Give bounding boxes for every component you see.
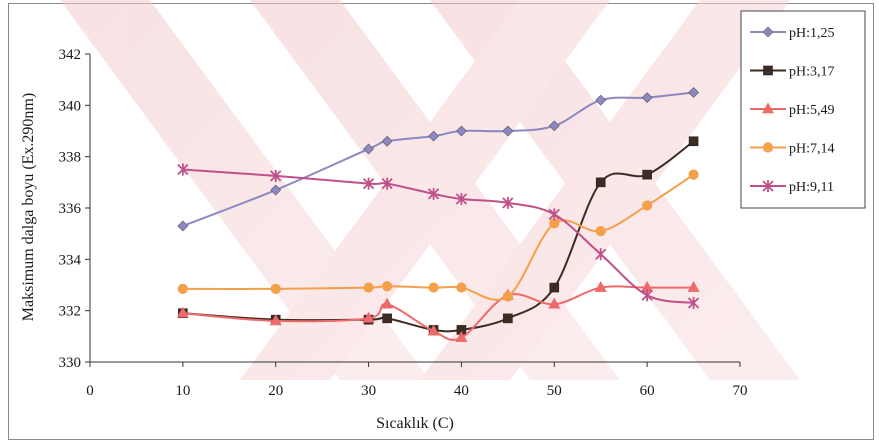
legend-label: pH:5,49: [789, 103, 835, 118]
legend: pH:1,25 pH:3,17 pH:5,49 pH:7,14 pH:9,11: [740, 10, 866, 209]
y-tick-label: 330: [59, 355, 82, 371]
y-tick-label: 334: [59, 252, 82, 268]
data-point: [270, 184, 282, 196]
legend-marker: [763, 65, 773, 76]
chart-axes: 330 332 334 336 338 340 342 0 10 20 30 40 50 60 70: [59, 47, 748, 399]
series-pH:1,25: [177, 87, 699, 232]
legend-item: pH:3,17: [750, 65, 835, 80]
legend-label: pH:1,25: [789, 26, 835, 41]
data-point: [363, 143, 374, 155]
data-point: [270, 283, 281, 294]
series-line: [182, 91, 694, 227]
data-point: [382, 313, 392, 324]
x-tick-label: 50: [547, 383, 562, 399]
series-pH:7,14: [177, 169, 699, 302]
data-point: [594, 280, 607, 292]
data-point: [269, 314, 282, 326]
x-tick-label: 20: [268, 383, 283, 399]
data-point: [176, 306, 189, 318]
x-tick-label: 70: [733, 383, 748, 399]
data-point: [687, 296, 700, 309]
data-point: [548, 208, 560, 221]
data-point: [455, 330, 468, 342]
data-point: [503, 313, 513, 324]
legend-label: pH:3,17: [789, 65, 835, 80]
x-tick-label: 40: [454, 383, 469, 399]
data-point: [455, 193, 468, 206]
y-tick-label: 338: [59, 150, 82, 166]
legend-box: [740, 10, 866, 209]
data-point: [642, 169, 652, 180]
data-point: [549, 282, 560, 293]
legend-marker: [761, 102, 775, 114]
data-point: [548, 297, 561, 309]
x-tick-label: 10: [175, 383, 190, 399]
legend-label: pH:7,14: [789, 142, 835, 157]
data-point: [688, 87, 699, 98]
legend-item: pH:5,49: [750, 102, 835, 118]
data-point: [595, 94, 607, 106]
legend-item: pH:9,11: [750, 180, 834, 195]
data-point: [427, 187, 440, 200]
data-point: [688, 136, 699, 147]
data-point: [381, 177, 393, 190]
data-point: [381, 297, 394, 309]
data-point: [502, 291, 513, 302]
y-tick-label: 340: [59, 98, 82, 114]
x-tick-label: 0: [86, 383, 94, 399]
data-point: [502, 125, 514, 137]
data-point: [642, 200, 653, 211]
series-pH:5,49: [176, 280, 700, 342]
x-tick-label: 30: [361, 383, 376, 399]
data-point: [687, 280, 700, 292]
data-point: [382, 281, 393, 292]
data-point: [177, 283, 188, 294]
legend-marker: [762, 26, 774, 38]
data-point: [428, 130, 439, 142]
x-tick-label: 60: [640, 383, 655, 399]
data-point: [363, 282, 374, 293]
series-line: [182, 168, 694, 304]
data-point: [427, 324, 440, 336]
data-point: [595, 248, 607, 261]
data-point: [177, 220, 189, 232]
data-point: [502, 196, 514, 209]
data-point: [428, 282, 439, 293]
data-point: [456, 125, 467, 137]
series-pH:9,11: [177, 163, 700, 309]
y-tick-label: 336: [59, 201, 82, 217]
data-point: [548, 120, 560, 132]
legend-label: pH:9,11: [789, 180, 834, 195]
data-point: [688, 169, 699, 180]
data-point: [381, 135, 393, 147]
legend-item: pH:1,25: [750, 26, 835, 41]
series-layer: [176, 87, 700, 342]
data-point: [595, 226, 606, 237]
legend-marker: [762, 180, 774, 192]
watermark-logo: [60, 0, 800, 380]
x-axis-title: Sıcaklık (C): [376, 415, 454, 432]
y-tick-label: 342: [59, 47, 82, 63]
data-point: [456, 282, 467, 293]
legend-marker: [762, 142, 774, 153]
data-point: [270, 169, 282, 182]
data-point: [595, 177, 606, 188]
legend-item: pH:7,14: [750, 142, 835, 157]
data-point: [641, 92, 653, 104]
y-axis-title: Maksimum dalga boyu (Ex.290nm): [20, 93, 37, 321]
y-tick-label: 332: [59, 304, 82, 320]
data-point: [177, 163, 189, 176]
data-point: [362, 177, 375, 190]
axis-titles: Sıcaklık (C) Maksimum dalga boyu (Ex.290…: [20, 93, 454, 432]
data-point: [362, 311, 375, 323]
data-point: [641, 289, 653, 302]
